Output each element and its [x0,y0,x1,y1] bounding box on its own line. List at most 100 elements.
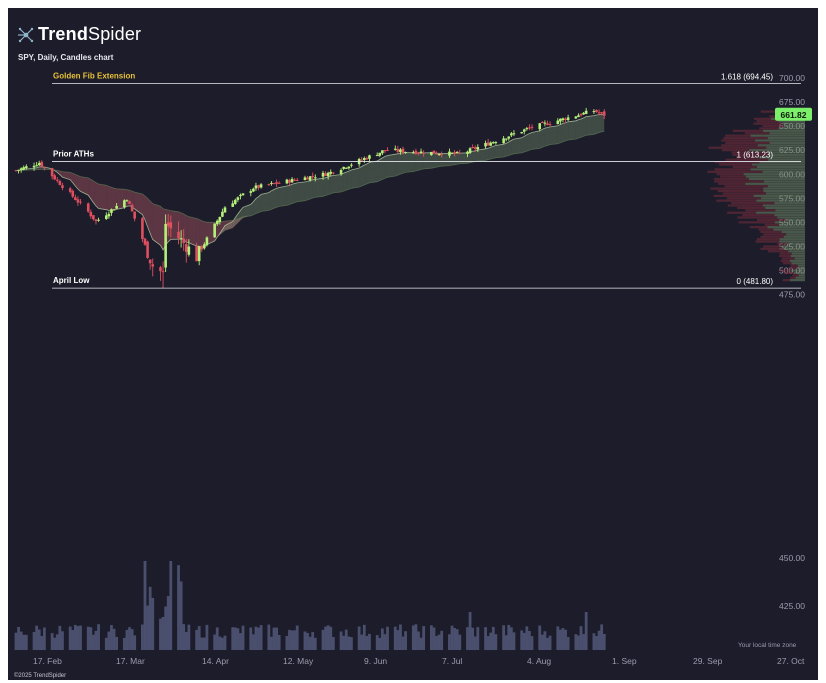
candle-body[interactable] [363,158,366,161]
candle-body[interactable] [321,172,325,177]
candle-body[interactable] [548,124,552,126]
candle-body[interactable] [272,183,276,185]
candle-body[interactable] [35,165,38,167]
candle-body[interactable] [275,182,278,184]
candle-body[interactable] [270,182,273,184]
candle-body[interactable] [510,133,513,136]
candle-body[interactable] [455,151,459,153]
candle-body[interactable] [123,200,126,208]
candle-body[interactable] [288,180,291,183]
candle-body[interactable] [437,154,441,156]
candle-body[interactable] [128,201,131,204]
candle-body[interactable] [86,203,90,212]
candle-body[interactable] [239,194,242,197]
candle-body[interactable] [401,148,405,153]
candle-body[interactable] [92,215,95,220]
candle-body[interactable] [342,166,345,169]
candle-body[interactable] [164,223,167,268]
candle-body[interactable] [564,118,567,121]
candle-body[interactable] [40,161,44,167]
candle-body[interactable] [494,142,498,144]
candle-body[interactable] [223,207,227,213]
candle-body[interactable] [236,197,240,200]
candle-body[interactable] [471,147,474,149]
candle-body[interactable] [277,182,281,184]
candle-body[interactable] [32,165,36,168]
candle-body[interactable] [381,150,384,154]
candle-body[interactable] [440,153,443,156]
candle-body[interactable] [600,112,603,114]
candle-body[interactable] [295,179,299,181]
candle-body[interactable] [396,149,400,152]
candle-body[interactable] [125,200,129,202]
candle-body[interactable] [177,231,180,239]
candle-body[interactable] [350,164,353,166]
candle-body[interactable] [205,237,209,246]
candle-body[interactable] [14,170,18,172]
candle-body[interactable] [293,179,296,181]
candle-body[interactable] [254,185,258,189]
candle-body[interactable] [306,177,309,180]
candle-body[interactable] [231,203,235,207]
candle-body[interactable] [97,219,100,221]
candle-body[interactable] [187,246,191,255]
candle-body[interactable] [179,238,183,240]
candle-body[interactable] [259,184,263,188]
candle-body[interactable] [53,175,56,180]
candle-body[interactable] [68,188,72,192]
candle-body[interactable] [347,166,351,169]
candle-body[interactable] [50,168,54,177]
candle-body[interactable] [339,170,343,174]
candle-body[interactable] [492,142,495,144]
candle-body[interactable] [574,116,578,119]
candle-body[interactable] [577,115,580,118]
candle-body[interactable] [417,152,420,154]
candle-body[interactable] [344,167,348,169]
candle-body[interactable] [592,111,596,113]
candle-body[interactable] [115,205,118,209]
candle-body[interactable] [448,151,451,156]
candle-body[interactable] [504,138,508,140]
candle-body[interactable] [365,158,369,160]
candle-body[interactable] [368,155,371,159]
candle-body[interactable] [252,188,255,192]
candle-body[interactable] [25,166,28,169]
candle-body[interactable] [538,123,542,130]
candle-body[interactable] [579,114,583,116]
candle-body[interactable] [55,179,59,181]
candle-body[interactable] [184,244,188,252]
candle-body[interactable] [378,152,382,156]
candle-body[interactable] [324,173,327,176]
candle-body[interactable] [200,245,204,250]
candle-body[interactable] [58,181,62,186]
candle-body[interactable] [399,149,402,152]
candle-body[interactable] [582,112,585,115]
candle-body[interactable] [543,122,547,124]
candle-body[interactable] [556,120,560,125]
candles[interactable] [14,107,606,289]
candle-body[interactable] [94,219,98,222]
candle-body[interactable] [267,184,271,186]
candle-body[interactable] [502,138,505,144]
candle-body[interactable] [151,264,155,267]
candle-body[interactable] [143,238,147,245]
candle-body[interactable] [290,178,294,183]
candle-body[interactable] [432,150,436,154]
candle-body[interactable] [313,177,317,179]
candle-body[interactable] [141,218,144,240]
candle-body[interactable] [530,126,534,128]
candle-body[interactable] [414,150,418,154]
candle-body[interactable] [386,149,389,151]
candle-body[interactable] [326,172,330,177]
chart-plot[interactable]: 700.00675.00650.00625.00600.00575.00550.… [8,8,818,680]
candle-body[interactable] [130,204,134,212]
candle-body[interactable] [215,220,219,225]
candle-body[interactable] [166,222,170,227]
candle-body[interactable] [303,177,307,181]
candle-body[interactable] [311,175,314,177]
candle-body[interactable] [584,110,588,114]
candle-body[interactable] [43,167,46,169]
candle-body[interactable] [161,271,165,273]
candle-body[interactable] [412,152,415,154]
candle-body[interactable] [512,133,516,135]
